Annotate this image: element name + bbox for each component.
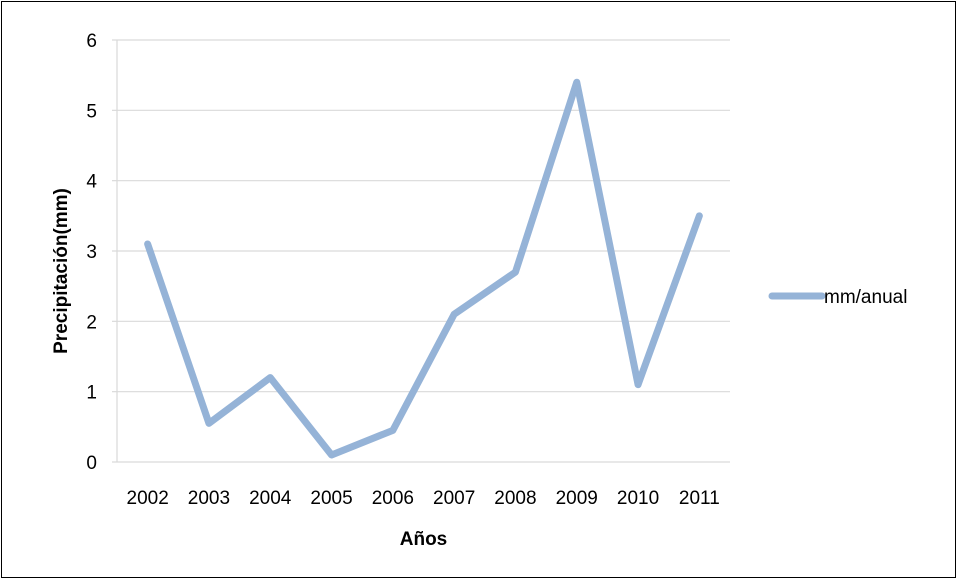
y-tick-label: 0: [86, 453, 97, 474]
x-tick-label: 2008: [494, 488, 536, 509]
x-tick-label: 2010: [617, 488, 659, 509]
gridlines: [117, 39, 730, 393]
y-tick-label: 3: [86, 242, 97, 263]
x-tick-label: 2009: [556, 488, 598, 509]
y-tick-label: 5: [86, 101, 97, 122]
legend: mm/anual: [768, 287, 907, 308]
y-tick-label: 4: [86, 172, 97, 193]
legend-label: mm/anual: [824, 287, 907, 308]
x-tick-labels: 2002 2003 2004 2005 2006 2007 2008 2009 2010 2011: [127, 488, 720, 509]
x-axis-title: Años: [400, 529, 448, 550]
x-tick-label: 2003: [188, 488, 230, 509]
y-tick-label: 6: [86, 31, 97, 52]
x-tick-label: 2011: [679, 488, 720, 509]
y-axis-title: Precipitación(mm): [51, 188, 72, 354]
x-tick-label: 2007: [433, 488, 475, 509]
y-tick-label: 1: [86, 383, 97, 404]
y-tick-labels: 0 1 2 3 4 5 6: [86, 31, 117, 474]
series-lines: [144, 78, 703, 459]
x-tick-label: 2004: [249, 488, 292, 509]
y-tick-label: 2: [86, 312, 97, 333]
x-tick-label: 2006: [372, 488, 414, 509]
x-tick-label: 2005: [310, 488, 352, 509]
series-line: [144, 78, 703, 459]
x-tick-label: 2002: [127, 488, 169, 509]
